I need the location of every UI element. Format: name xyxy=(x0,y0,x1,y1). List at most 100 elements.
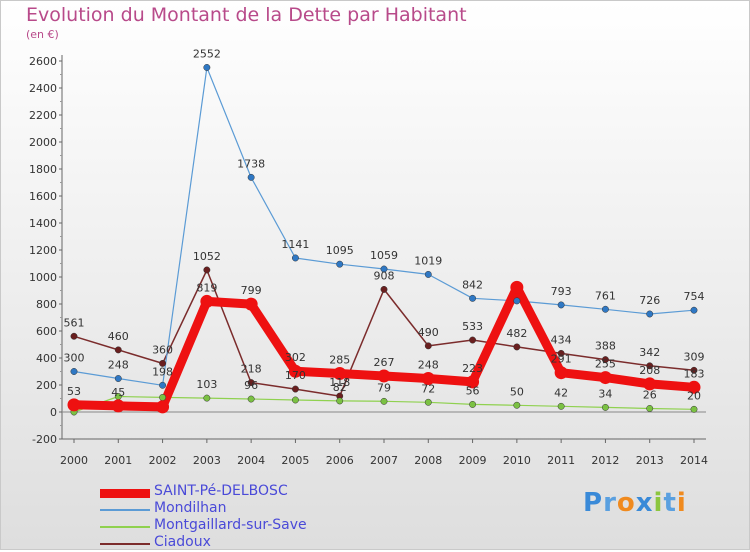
data-point xyxy=(114,346,122,354)
data-label: 309 xyxy=(684,350,705,363)
x-tick-label: 2013 xyxy=(636,454,664,467)
data-label: 1059 xyxy=(370,249,398,262)
series-line-1 xyxy=(73,66,695,386)
data-label: 34 xyxy=(598,387,612,400)
data-point xyxy=(291,254,299,262)
data-label: 118 xyxy=(329,376,350,389)
data-point xyxy=(557,402,565,410)
data-label: 460 xyxy=(108,330,129,343)
data-label: 342 xyxy=(639,346,660,359)
y-tick-label: -200 xyxy=(32,433,57,446)
data-label: 434 xyxy=(551,333,572,346)
data-point xyxy=(336,397,344,405)
legend-swatch xyxy=(100,488,150,498)
data-point xyxy=(513,343,521,351)
data-point xyxy=(336,260,344,268)
data-point xyxy=(646,405,654,412)
y-tick-label: 2200 xyxy=(29,109,57,122)
data-point xyxy=(424,342,432,350)
data-point xyxy=(70,332,78,340)
data-point xyxy=(469,336,477,344)
data-point xyxy=(200,294,214,308)
data-point xyxy=(687,380,701,394)
data-label: 223 xyxy=(462,362,483,375)
data-label: 908 xyxy=(374,269,395,282)
data-label: 1019 xyxy=(414,254,442,267)
y-tick-label: 1800 xyxy=(29,163,57,176)
y-tick-label: 800 xyxy=(36,298,57,311)
y-tick-label: 400 xyxy=(36,352,57,365)
data-point xyxy=(156,400,170,414)
data-label: 45 xyxy=(111,386,125,399)
data-point xyxy=(244,297,258,311)
data-label: 561 xyxy=(64,316,85,329)
data-label: 26 xyxy=(643,388,657,401)
data-point xyxy=(159,359,167,367)
data-label: 248 xyxy=(108,359,129,372)
data-point xyxy=(601,305,609,313)
data-label: 1095 xyxy=(326,244,354,257)
data-label: 198 xyxy=(152,365,173,378)
x-tick-label: 2004 xyxy=(237,454,265,467)
data-point xyxy=(466,375,480,389)
data-point xyxy=(380,265,388,273)
y-tick-labels: -200 0 200 400 600 800 1000 1200 1400 1600 1800 200… xyxy=(29,55,57,446)
data-point xyxy=(424,270,432,278)
data-label: 285 xyxy=(329,354,350,367)
data-label: 2552 xyxy=(193,47,221,60)
data-point xyxy=(288,364,302,378)
chart-title: Evolution du Montant de la Dette par Hab… xyxy=(26,4,467,26)
data-label: 799 xyxy=(241,284,262,297)
data-label: 248 xyxy=(418,359,439,372)
data-label: 50 xyxy=(510,385,524,398)
series-points xyxy=(67,64,701,416)
x-tick-label: 2001 xyxy=(104,454,132,467)
legend-label: Montgaillard-sur-Save xyxy=(154,517,307,533)
data-point xyxy=(247,395,255,403)
logo-letter: P xyxy=(583,488,604,518)
data-label: 726 xyxy=(639,294,660,307)
x-tick-labels: 2000 2001 2002 2003 2004 2005 2006 2007 2008 2009… xyxy=(60,454,708,467)
x-tick-label: 2011 xyxy=(547,454,575,467)
x-tick-label: 2008 xyxy=(414,454,442,467)
data-point xyxy=(510,280,524,294)
y-tick-label: 2600 xyxy=(29,55,57,68)
data-label: 82 xyxy=(333,381,347,394)
data-point xyxy=(690,366,698,374)
data-label: 56 xyxy=(466,384,480,397)
x-tick-label: 2000 xyxy=(60,454,88,467)
data-point xyxy=(643,377,657,391)
data-point xyxy=(70,368,78,375)
legend-swatch xyxy=(100,526,150,528)
y-tick-label: 200 xyxy=(36,379,57,392)
data-point xyxy=(380,397,388,405)
data-point xyxy=(557,301,565,309)
data-label: 1738 xyxy=(237,157,265,170)
data-point xyxy=(377,369,391,383)
legend-swatch xyxy=(100,543,150,545)
data-label: 793 xyxy=(551,285,572,298)
data-point xyxy=(111,399,125,413)
data-label: 302 xyxy=(285,351,306,364)
x-tick-label: 2006 xyxy=(326,454,354,467)
data-point xyxy=(203,266,211,274)
data-point xyxy=(291,396,299,404)
data-point xyxy=(557,349,565,357)
legend-label: SAINT-Pé-DELBOSC xyxy=(154,483,288,499)
data-label: 103 xyxy=(196,378,217,391)
data-point xyxy=(247,379,255,387)
data-point xyxy=(646,310,654,318)
data-label: 255 xyxy=(595,358,616,371)
legend-label: Mondilhan xyxy=(154,500,227,516)
data-point xyxy=(469,294,477,302)
data-point xyxy=(421,372,435,386)
data-label: 72 xyxy=(421,382,435,395)
logo-letter: o xyxy=(616,488,636,518)
data-point xyxy=(690,405,698,413)
data-point xyxy=(513,297,521,305)
data-point xyxy=(380,285,388,293)
data-labels: 53 45 819 799 302 285 267 248 223 291 255 208 183 300… xyxy=(64,47,705,402)
chart-axes xyxy=(59,55,706,443)
data-point xyxy=(601,403,609,411)
